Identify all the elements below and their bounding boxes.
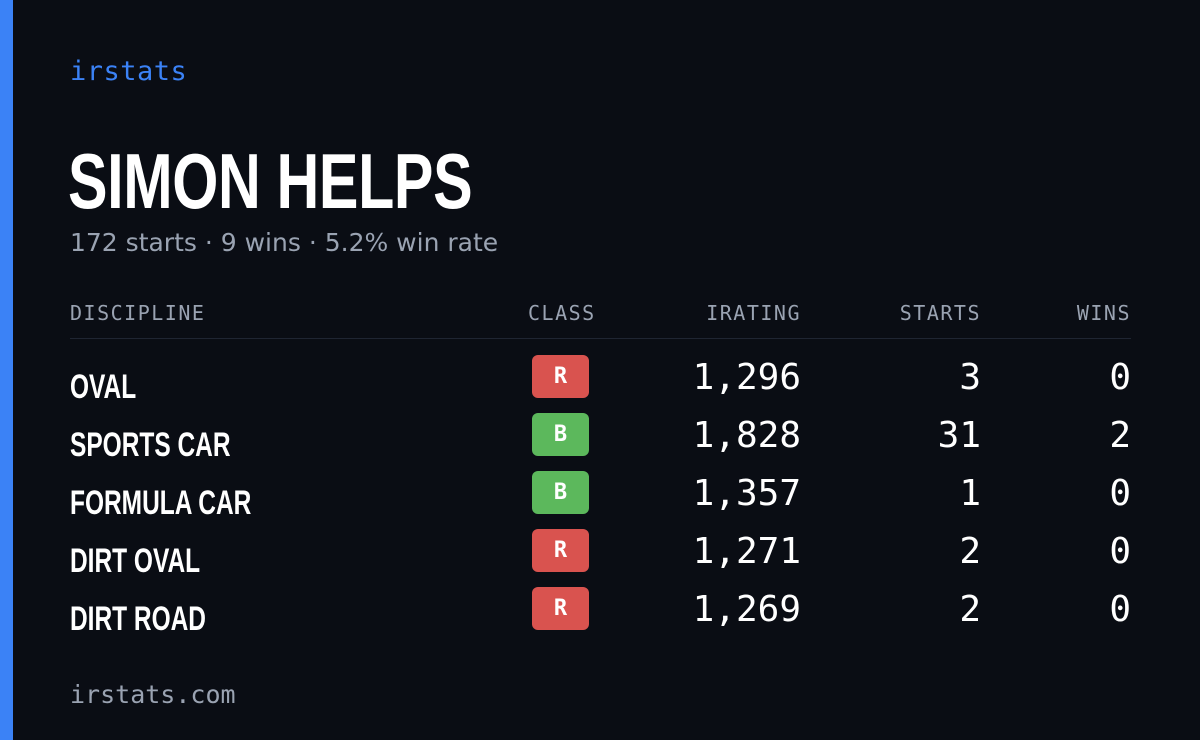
column-header-starts: STARTS [899, 301, 981, 325]
irating-value: 1,357 [692, 473, 801, 514]
starts-value: 3 [959, 357, 981, 398]
starts-value: 31 [937, 415, 981, 456]
class-badge: R [532, 355, 589, 398]
class-badge: R [532, 587, 589, 630]
table-body: OVAL R 1,296 3 0 SPORTS CAR B 1,828 31 2… [70, 355, 1131, 645]
stats-table: DISCIPLINE CLASS IRATING STARTS WINS OVA… [70, 298, 1131, 645]
driver-summary: 172 starts · 9 wins · 5.2% win rate [70, 228, 499, 257]
class-badge: B [532, 413, 589, 456]
irating-value: 1,269 [692, 589, 801, 630]
column-header-irating: IRATING [706, 301, 801, 325]
discipline-name: FORMULA CAR [70, 484, 252, 522]
discipline-name: DIRT OVAL [70, 542, 201, 580]
irating-value: 1,296 [692, 357, 801, 398]
table-row: SPORTS CAR B 1,828 31 2 [70, 413, 1131, 471]
wins-value: 0 [1109, 589, 1131, 630]
table-row: OVAL R 1,296 3 0 [70, 355, 1131, 413]
brand-logo: irstats [70, 56, 188, 87]
wins-value: 0 [1109, 473, 1131, 514]
wins-value: 0 [1109, 531, 1131, 572]
starts-value: 2 [959, 589, 981, 630]
wins-value: 0 [1109, 357, 1131, 398]
discipline-name: DIRT ROAD [70, 600, 207, 638]
wins-value: 2 [1109, 415, 1131, 456]
irating-value: 1,271 [692, 531, 801, 572]
irating-value: 1,828 [692, 415, 801, 456]
table-row: FORMULA CAR B 1,357 1 0 [70, 471, 1131, 529]
site-url: irstats.com [70, 680, 236, 709]
driver-name: SIMON HELPS [68, 137, 473, 225]
table-row: DIRT ROAD R 1,269 2 0 [70, 587, 1131, 645]
class-badge: B [532, 471, 589, 514]
starts-value: 2 [959, 531, 981, 572]
class-badge: R [532, 529, 589, 572]
table-header: DISCIPLINE CLASS IRATING STARTS WINS [70, 298, 1131, 339]
column-header-wins: WINS [1076, 301, 1131, 325]
table-row: DIRT OVAL R 1,271 2 0 [70, 529, 1131, 587]
discipline-name: OVAL [70, 368, 137, 406]
column-header-discipline: DISCIPLINE [70, 301, 206, 325]
discipline-name: SPORTS CAR [70, 426, 231, 464]
starts-value: 1 [959, 473, 981, 514]
column-header-class: CLASS [528, 301, 596, 325]
accent-bar [0, 0, 13, 740]
